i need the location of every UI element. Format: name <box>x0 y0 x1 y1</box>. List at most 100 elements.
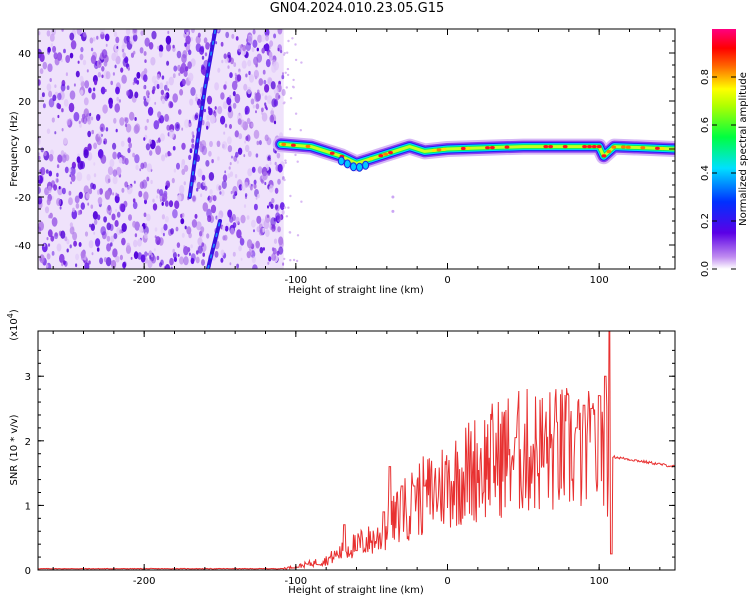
noise-speckle <box>143 191 149 201</box>
ridge-peak <box>640 146 646 150</box>
noise-speckle <box>158 51 163 58</box>
noise-speckle <box>69 32 75 41</box>
noise-speckle <box>255 110 257 114</box>
noise-speckle <box>247 86 252 95</box>
noise-speckle <box>146 118 149 123</box>
noise-speckle <box>261 107 264 113</box>
noise-speckle <box>272 247 277 255</box>
noise-speckle <box>47 185 52 194</box>
noise-speckle <box>61 187 66 195</box>
noise-speckle <box>47 243 51 247</box>
noise-speckle <box>135 164 139 171</box>
noise-speckle <box>130 256 133 260</box>
noise-speckle <box>196 221 202 231</box>
noise-speckle <box>206 125 209 130</box>
noise-speckle <box>136 71 141 79</box>
colorbar-tick-label: 0.8 <box>700 69 711 85</box>
colorbar-tick-label: 0.2 <box>700 213 711 229</box>
noise-speckle <box>48 154 54 162</box>
noise-speckle <box>69 222 73 228</box>
noise-speckle <box>122 52 126 59</box>
noise-speckle <box>244 193 248 197</box>
noise-speckle <box>83 149 89 159</box>
noise-speckle <box>51 251 55 256</box>
noise-speckle <box>50 235 55 242</box>
noise-speckle <box>227 51 231 59</box>
noise-speckle <box>166 182 170 188</box>
noise-speckle <box>199 141 202 146</box>
noise-speckle <box>188 252 191 256</box>
noise-speckle <box>141 179 148 189</box>
noise-speckle <box>204 185 208 191</box>
noise-speckle <box>214 250 219 258</box>
noise-speckle <box>99 123 105 132</box>
noise-speckle <box>48 170 53 177</box>
noise-speckle <box>89 223 92 228</box>
noise-speckle <box>207 196 210 201</box>
noise-speckle <box>59 253 65 264</box>
noise-speckle <box>38 226 42 233</box>
ridge-peak <box>291 143 296 147</box>
signal-ridge <box>272 136 675 213</box>
ridge-peak <box>543 145 549 149</box>
noise-speckle <box>104 190 111 200</box>
colorbar-gradient <box>712 29 736 269</box>
top-x-tick-label: -200 <box>133 275 156 286</box>
noise-speckle <box>173 168 177 173</box>
noise-speckle <box>101 74 104 79</box>
noise-speckle <box>38 155 41 160</box>
noise-speckle <box>234 130 239 138</box>
noise-speckle <box>134 91 139 99</box>
noise-speckle <box>56 172 59 178</box>
ridge-peak <box>305 144 311 148</box>
noise-speckle <box>139 168 142 172</box>
noise-speckle <box>267 205 269 209</box>
noise-speckle <box>93 173 97 178</box>
noise-speckle <box>261 112 268 122</box>
noise-speckle <box>270 109 275 116</box>
noise-speckle <box>192 195 196 202</box>
noise-speckle <box>235 36 239 41</box>
satellite-trace-1-core <box>188 29 217 198</box>
noise-speckle <box>202 202 209 212</box>
noise-speckle <box>222 174 228 182</box>
noise-speckle <box>224 81 228 86</box>
noise-speckle <box>220 257 224 263</box>
noise-speckle <box>163 223 168 231</box>
noise-speckle <box>46 30 51 37</box>
noise-speckle <box>182 50 188 59</box>
noise-speckle <box>188 154 192 160</box>
noise-speckle <box>232 194 236 200</box>
noise-speckle <box>149 150 153 156</box>
noise-speckle <box>273 120 277 125</box>
noise-speckle <box>74 195 80 204</box>
noise-speckle <box>132 152 136 158</box>
bottom-y-axis-label: SNR (10 * v/v) <box>9 414 20 485</box>
noise-speckle <box>54 84 57 88</box>
noise-speckle <box>229 95 232 99</box>
noise-speckle <box>176 242 181 248</box>
noise-speckle <box>61 262 64 267</box>
noise-speckle <box>273 238 278 244</box>
noise-speckle <box>69 90 76 100</box>
noise-speckle <box>103 257 108 263</box>
noise-speckle <box>265 229 270 238</box>
noise-speckle <box>252 104 255 109</box>
scale-exponent: 4 <box>6 313 15 318</box>
noise-speckle <box>190 244 193 249</box>
ridge-peak <box>504 145 510 149</box>
ridge-blob <box>343 159 351 169</box>
noise-speckle <box>116 46 119 49</box>
noise-speckle <box>264 43 270 52</box>
noise-speckle <box>220 115 226 125</box>
ridge-peak <box>659 146 665 151</box>
noise-speckle <box>191 143 195 149</box>
noise-speckle <box>279 202 285 211</box>
noise-speckle <box>133 50 136 55</box>
noise-speckle <box>217 156 220 161</box>
noise-speckle <box>271 228 275 233</box>
noise-speckle <box>188 72 194 82</box>
noise-speckle <box>156 139 159 144</box>
noise-speckle <box>39 68 44 75</box>
ridge-blob <box>362 160 370 170</box>
